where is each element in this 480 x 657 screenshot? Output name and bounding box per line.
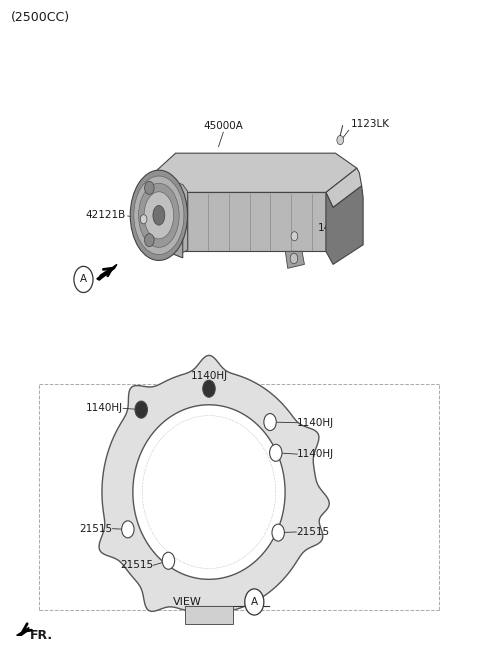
- Polygon shape: [147, 211, 183, 258]
- Text: VIEW: VIEW: [173, 597, 202, 607]
- Text: (2500CC): (2500CC): [11, 11, 70, 24]
- Circle shape: [272, 524, 284, 541]
- Text: 21515: 21515: [120, 560, 153, 570]
- Text: FR.: FR.: [30, 629, 53, 643]
- Ellipse shape: [134, 176, 184, 254]
- Polygon shape: [133, 405, 285, 579]
- Text: 45000A: 45000A: [204, 121, 243, 131]
- Polygon shape: [147, 179, 166, 251]
- Circle shape: [162, 553, 175, 569]
- Text: 1140HJ: 1140HJ: [86, 403, 123, 413]
- Text: 21515: 21515: [80, 524, 113, 533]
- Polygon shape: [326, 168, 362, 208]
- Ellipse shape: [153, 206, 165, 225]
- Circle shape: [144, 234, 154, 247]
- Circle shape: [270, 444, 282, 461]
- Circle shape: [203, 380, 215, 397]
- Ellipse shape: [139, 183, 179, 248]
- Ellipse shape: [130, 170, 188, 260]
- Circle shape: [337, 135, 344, 145]
- Circle shape: [264, 413, 276, 430]
- Polygon shape: [99, 355, 329, 613]
- Text: 42121B: 42121B: [85, 210, 125, 219]
- Circle shape: [121, 521, 134, 538]
- Polygon shape: [326, 186, 363, 264]
- Ellipse shape: [144, 192, 174, 239]
- Text: 1140HJ: 1140HJ: [297, 418, 335, 428]
- Polygon shape: [166, 193, 326, 251]
- Polygon shape: [285, 251, 304, 268]
- Text: 1123LK: 1123LK: [351, 119, 390, 129]
- Text: 21515: 21515: [296, 527, 329, 537]
- Text: 1140HJ: 1140HJ: [191, 371, 228, 381]
- Circle shape: [291, 232, 298, 241]
- Text: A: A: [251, 597, 258, 607]
- Circle shape: [290, 253, 298, 263]
- Polygon shape: [17, 627, 29, 635]
- Polygon shape: [97, 264, 117, 280]
- Circle shape: [245, 589, 264, 615]
- Text: 1416BA: 1416BA: [318, 223, 359, 233]
- Circle shape: [74, 266, 93, 292]
- Circle shape: [135, 401, 147, 418]
- Circle shape: [140, 215, 147, 224]
- Text: A: A: [80, 275, 87, 284]
- Text: 1140HJ: 1140HJ: [297, 449, 335, 459]
- Polygon shape: [185, 606, 233, 624]
- Polygon shape: [168, 179, 188, 255]
- Circle shape: [144, 181, 154, 194]
- Polygon shape: [147, 153, 357, 193]
